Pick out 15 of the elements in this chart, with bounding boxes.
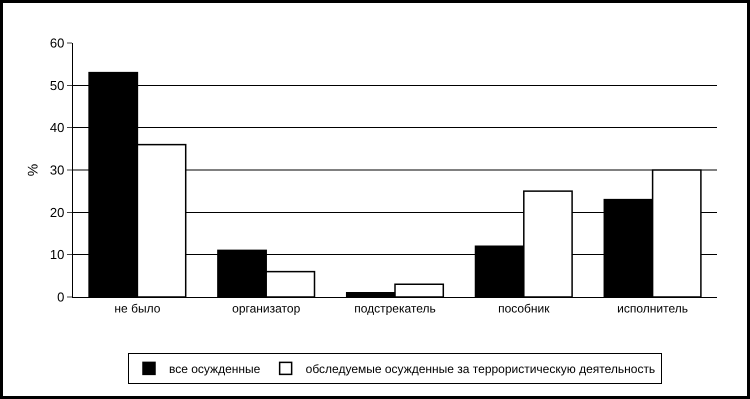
- y-tick-label: 0: [57, 290, 64, 305]
- y-tick-label: 30: [50, 162, 64, 178]
- y-axis-title: %: [24, 164, 41, 176]
- legend-label: все осужденные: [169, 362, 261, 376]
- y-tick-label: 10: [50, 247, 64, 262]
- x-tick-label: не было: [114, 301, 161, 316]
- x-tick-label: организатор: [232, 301, 301, 316]
- x-tick-label: исполнитель: [617, 301, 688, 316]
- x-tick-label: пособник: [498, 301, 550, 316]
- legend-label: обследуемые осужденные за террористическую деятельность: [306, 362, 656, 376]
- y-tick-label: 60: [50, 36, 64, 51]
- y-tick-label: 50: [50, 78, 64, 93]
- x-tick-label: подстрекатель: [354, 301, 436, 316]
- y-tick-label: 20: [50, 204, 64, 220]
- y-tick-label: 40: [50, 120, 64, 136]
